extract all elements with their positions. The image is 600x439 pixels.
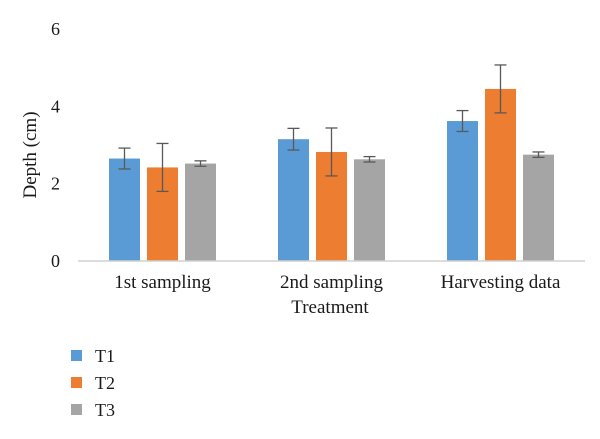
y-tick-label: 2 (51, 174, 60, 194)
error-bar (456, 109, 469, 133)
bar-t1-3 (447, 121, 478, 261)
y-tick-label: 6 (51, 19, 60, 39)
error-bar (363, 155, 376, 163)
x-axis-title: Treatment (291, 297, 369, 318)
y-tick-label: 0 (51, 251, 60, 271)
legend-label: T1 (95, 346, 115, 366)
bars (109, 64, 554, 261)
y-tick-label: 4 (51, 96, 60, 116)
y-axis-ticks: 0 2 4 6 (51, 19, 60, 271)
error-bar (156, 142, 169, 193)
bar-t3-2 (354, 159, 385, 261)
x-category-label: Harvesting data (441, 272, 561, 293)
legend-label: T2 (95, 373, 115, 393)
y-axis-title: Depth (cm) (20, 111, 41, 198)
bar-t3-1 (185, 163, 216, 261)
x-category-label: 1st sampling (114, 272, 211, 293)
legend-swatch (71, 350, 82, 361)
bar-t1-1 (109, 158, 140, 261)
error-bar (118, 147, 131, 170)
error-bar (287, 127, 300, 151)
x-axis-category-labels: 1st sampling 2nd sampling Harvesting data (114, 272, 561, 293)
legend-item-t1: T1 (71, 346, 115, 366)
legend-swatch (71, 404, 82, 415)
error-bar (494, 64, 507, 114)
error-bar (325, 127, 338, 177)
legend-item-t3: T3 (71, 400, 115, 420)
legend-label: T3 (95, 400, 115, 420)
x-category-label: 2nd sampling (280, 272, 383, 293)
error-bar (194, 160, 207, 167)
bar-t1-2 (278, 139, 309, 261)
legend-swatch (71, 377, 82, 388)
legend: T1 T2 T3 (71, 346, 115, 420)
legend-item-t2: T2 (71, 373, 115, 393)
error-bar (532, 151, 545, 159)
bar-t2-3 (485, 88, 516, 261)
bar-t3-3 (523, 154, 554, 261)
